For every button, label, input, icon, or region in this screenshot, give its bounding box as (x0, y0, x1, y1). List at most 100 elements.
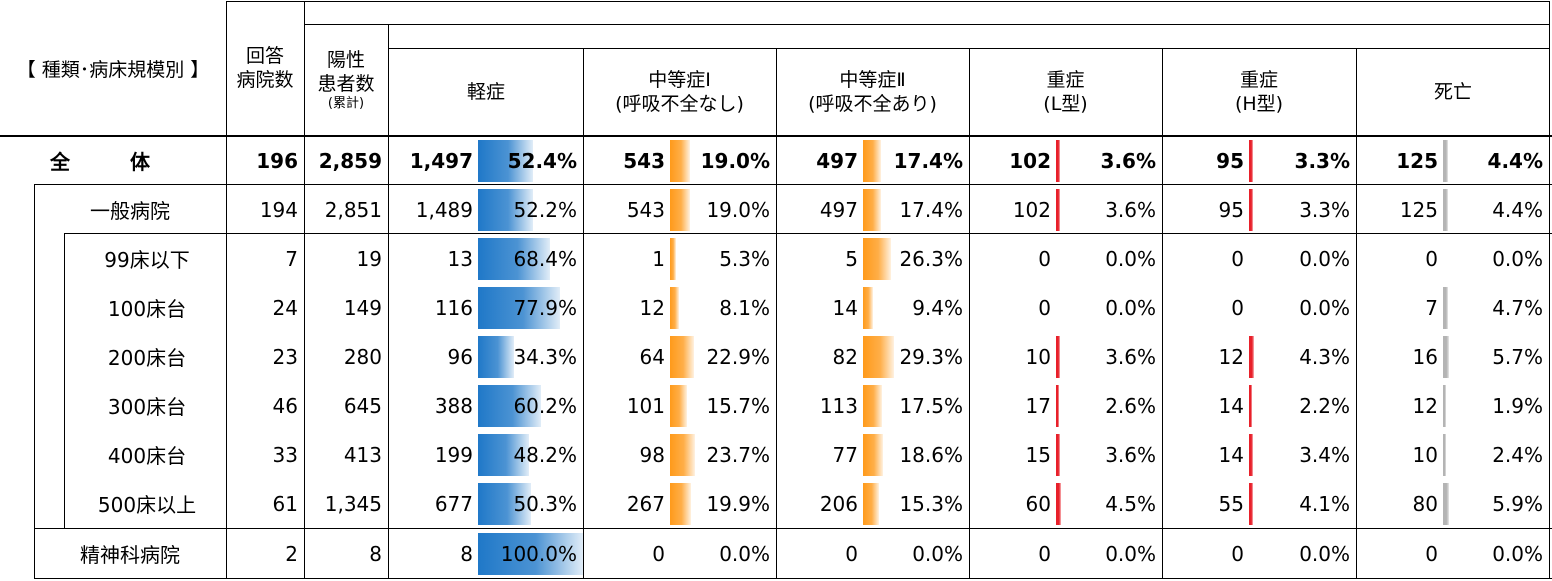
mod2-count: 77 (832, 442, 858, 467)
sevL-percent: 0.0% (1105, 541, 1156, 566)
death-data-bar (1443, 287, 1448, 329)
moderate2-header: 中等症Ⅱ (呼吸不全あり) (776, 48, 969, 136)
hospitals-count: 24 (272, 295, 298, 320)
mild-header: 軽症 (389, 48, 583, 136)
mild-count: 677 (434, 491, 473, 516)
mod1-percent: 0.0% (719, 541, 770, 566)
row-label: 全 体 (50, 150, 150, 174)
death-count: 125 (1399, 197, 1438, 222)
mod2-percent: 17.4% (899, 197, 963, 222)
mod1-count: 0 (652, 541, 665, 566)
mild-data-bar (478, 434, 529, 476)
sevL-data-bar (1056, 140, 1060, 182)
row-label: 500床以上 (97, 493, 197, 517)
sevL-count: 0 (1038, 295, 1051, 320)
hospitals-count: 2 (285, 541, 298, 566)
sevH-count: 95 (1218, 197, 1244, 222)
positives-header: 陽性 患者数 (累計) (304, 24, 388, 136)
death-count: 16 (1412, 344, 1438, 369)
grid-line (304, 1, 305, 578)
mild-count: 96 (447, 344, 473, 369)
sevH-count: 12 (1218, 344, 1244, 369)
grid-line (388, 24, 389, 578)
mod1-percent: 22.9% (706, 344, 770, 369)
severe-h-header: 重症 (H型) (1162, 48, 1356, 136)
grid-line (1549, 1, 1550, 578)
mild-count: 199 (434, 442, 473, 467)
mild-percent: 52.4% (507, 148, 577, 173)
mod1-data-bar (670, 434, 695, 476)
mild-percent: 52.2% (513, 197, 577, 222)
sevL-count: 102 (1012, 197, 1051, 222)
mild-count: 8 (460, 541, 473, 566)
sevL-count: 60 (1025, 491, 1051, 516)
sevH-percent: 3.3% (1294, 148, 1350, 173)
sevL-count: 15 (1025, 442, 1051, 467)
mod2-count: 14 (832, 295, 858, 320)
grid-line (34, 184, 1552, 185)
mild-percent: 100.0% (500, 541, 577, 566)
mod2-data-bar (863, 238, 891, 280)
death-data-bar (1443, 140, 1448, 182)
mod2-data-bar (863, 336, 894, 378)
sevL-count: 102 (1009, 148, 1051, 173)
mod1-data-bar (670, 238, 676, 280)
mod2-data-bar (863, 189, 881, 231)
hospitals-header-line1: 回答 (245, 45, 284, 67)
mild-data-bar (478, 385, 541, 427)
sevH-percent: 2.2% (1299, 393, 1350, 418)
mod2-percent: 17.5% (899, 393, 963, 418)
row-label: 精神科病院 (80, 543, 180, 567)
mod2-count: 0 (845, 541, 858, 566)
death-count: 125 (1396, 148, 1438, 173)
moderate2-header-line2: (呼吸不全あり) (808, 93, 937, 115)
sevH-percent: 4.1% (1299, 491, 1350, 516)
death-percent: 2.4% (1492, 442, 1543, 467)
mild-percent: 60.2% (513, 393, 577, 418)
mild-data-bar (478, 483, 531, 525)
mod2-data-bar (863, 287, 873, 329)
death-count: 7 (1425, 295, 1438, 320)
positives-header-line1: 陽性 (326, 49, 365, 71)
mod1-percent: 19.9% (706, 491, 770, 516)
death-data-bar (1443, 385, 1446, 427)
sevL-data-bar (1056, 385, 1059, 427)
moderate1-header-line2: (呼吸不全なし) (615, 93, 744, 115)
sevH-count: 95 (1216, 148, 1244, 173)
mod2-count: 206 (819, 491, 858, 516)
grid-line (226, 1, 227, 578)
severe-h-header-line2: (H型) (1234, 93, 1284, 115)
sevL-percent: 3.6% (1105, 442, 1156, 467)
mod1-data-bar (670, 287, 679, 329)
mild-header-label: 軽症 (466, 81, 505, 103)
sevH-data-bar (1249, 434, 1253, 476)
mod2-percent: 9.4% (912, 295, 963, 320)
category-header: 【 種類･病床規模別 】 (16, 58, 210, 81)
mod1-count: 543 (626, 197, 665, 222)
mod2-percent: 29.3% (899, 344, 963, 369)
positives-count: 2,851 (324, 197, 382, 222)
mild-count: 1,497 (409, 148, 473, 173)
mod2-count: 82 (832, 344, 858, 369)
death-count: 10 (1412, 442, 1438, 467)
mod2-data-bar (863, 385, 882, 427)
sevL-data-bar (1056, 336, 1060, 378)
sevH-count: 0 (1231, 541, 1244, 566)
death-percent: 4.4% (1492, 197, 1543, 222)
sevH-count: 14 (1218, 442, 1244, 467)
mod2-data-bar (863, 140, 881, 182)
sevL-percent: 3.6% (1105, 344, 1156, 369)
sevH-percent: 0.0% (1299, 295, 1350, 320)
mild-data-bar (478, 336, 514, 378)
sevH-count: 0 (1231, 246, 1244, 271)
mild-percent: 68.4% (513, 246, 577, 271)
sevH-data-bar (1249, 140, 1253, 182)
mod2-percent: 26.3% (899, 246, 963, 271)
mod1-data-bar (670, 189, 690, 231)
positives-count: 280 (343, 344, 382, 369)
row-label: 一般病院 (90, 199, 170, 223)
death-count: 12 (1412, 393, 1438, 418)
hospitals-count: 61 (272, 491, 298, 516)
grid-line (34, 578, 1552, 579)
mod1-percent: 5.3% (719, 246, 770, 271)
